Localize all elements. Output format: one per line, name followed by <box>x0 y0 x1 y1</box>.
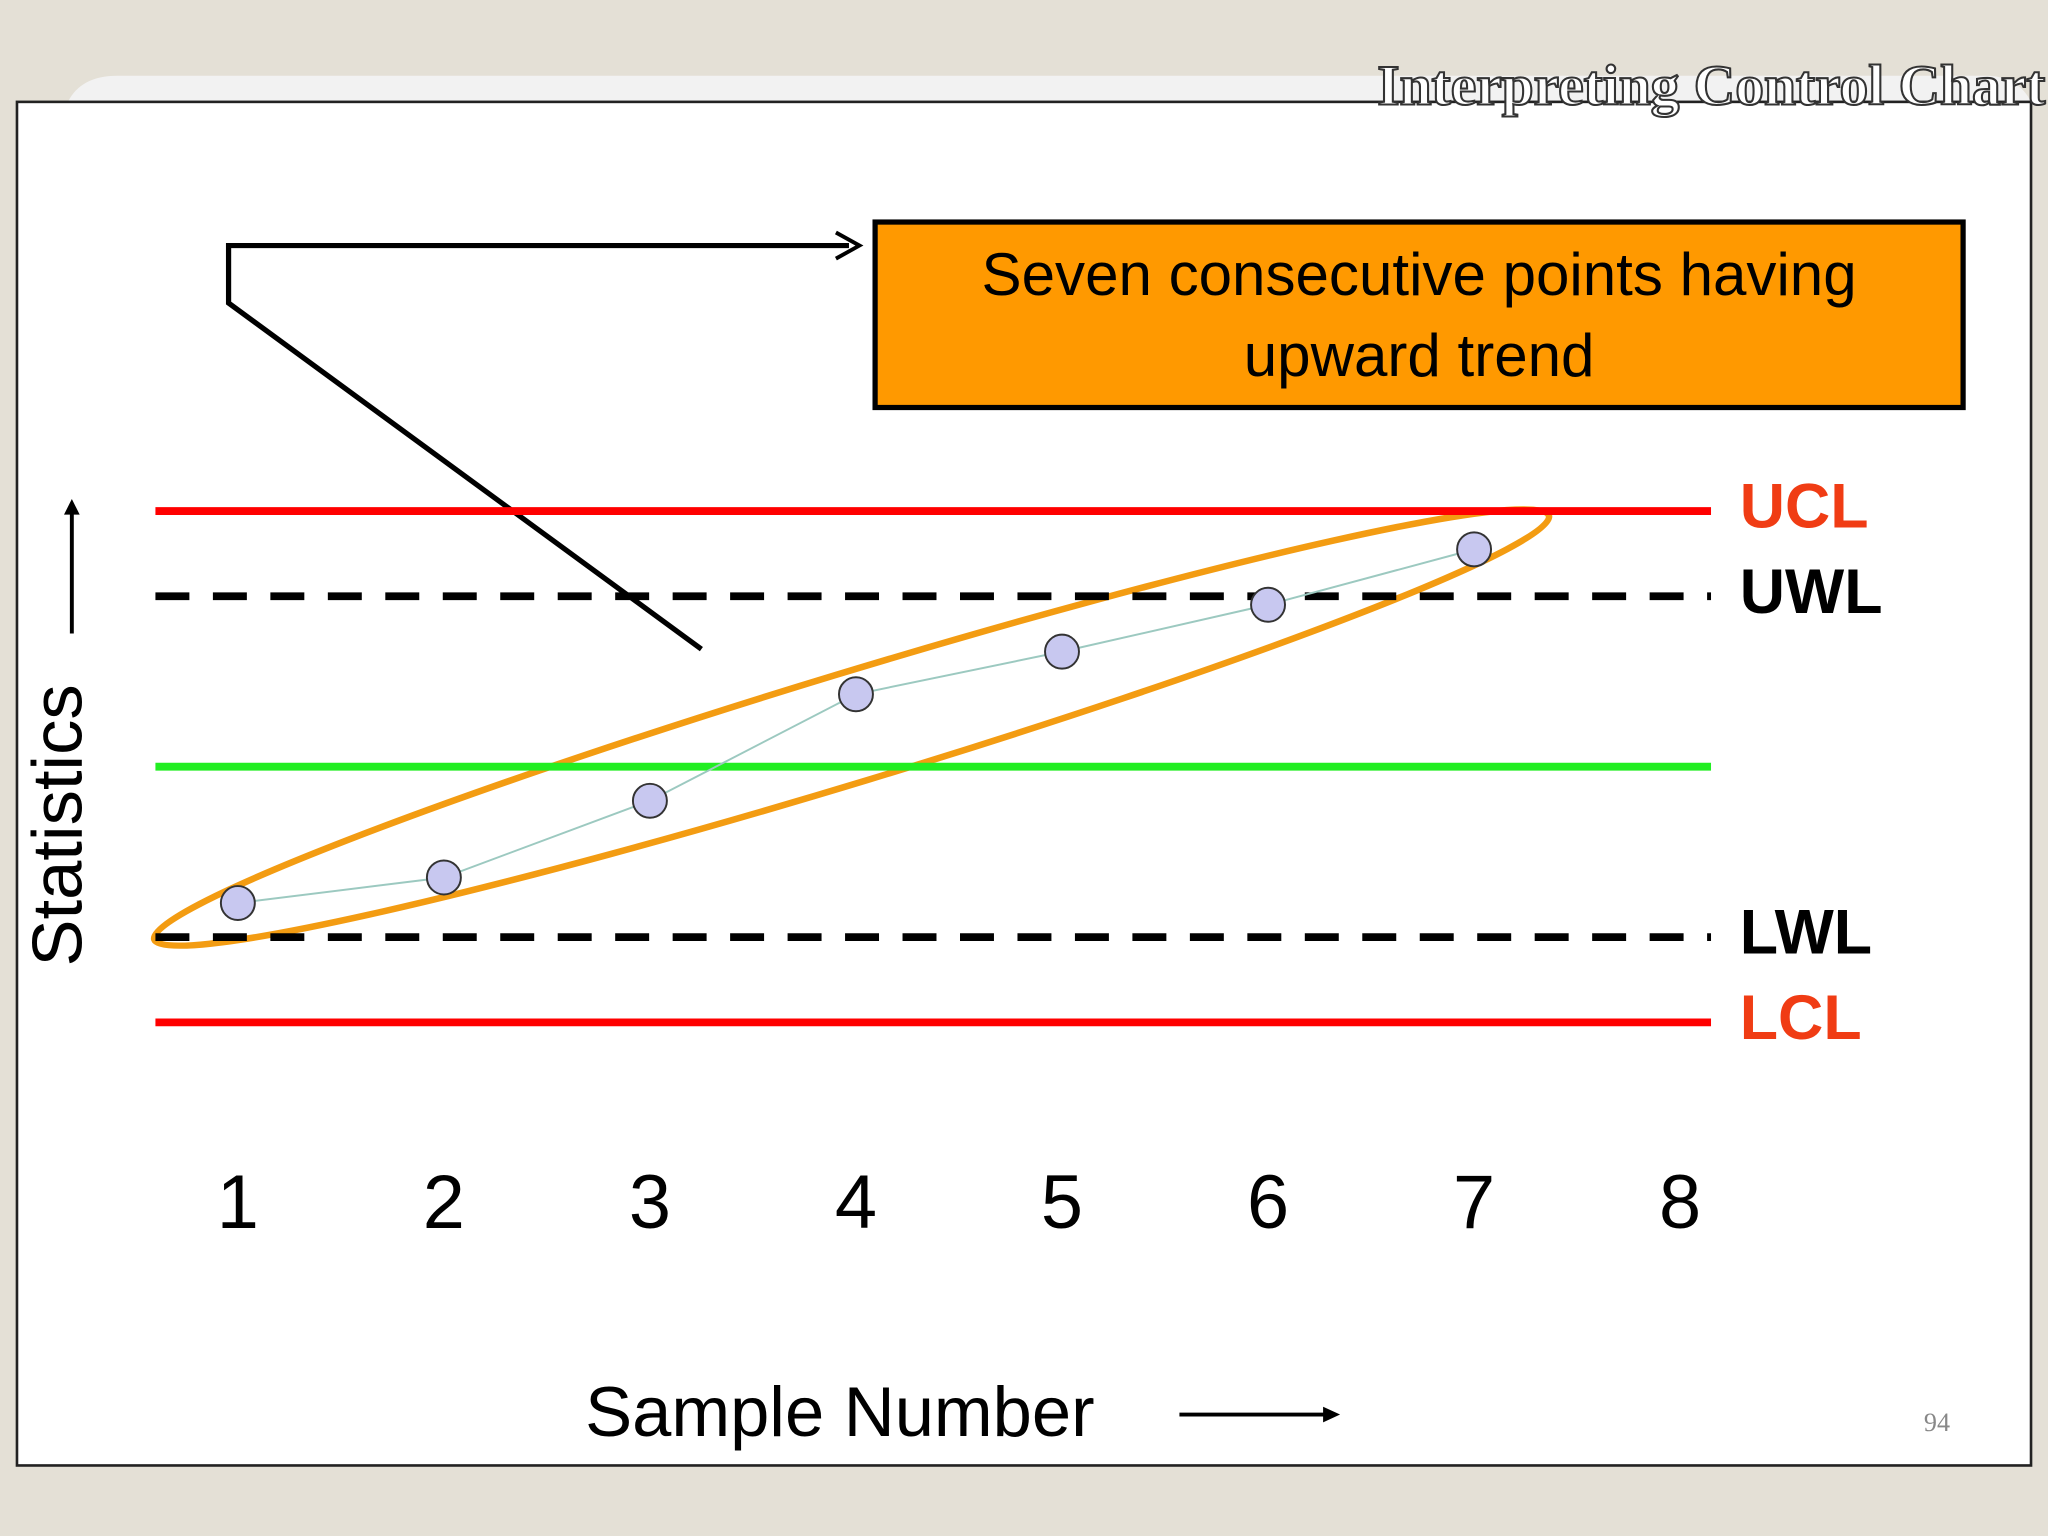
slide-shadow <box>67 75 2032 102</box>
annotation-box <box>872 219 1966 411</box>
data-point <box>1044 633 1080 670</box>
x-tick-label: 7 <box>1453 1160 1495 1245</box>
reference-label: LCL <box>1740 983 1862 1053</box>
x-tick-label: 3 <box>629 1160 671 1245</box>
callout-arrowhead <box>834 230 864 261</box>
page-number: 94 <box>1924 1408 1950 1437</box>
x-tick-label: 5 <box>1041 1160 1083 1245</box>
callout-line <box>225 242 849 652</box>
data-point <box>1250 586 1286 623</box>
x-tick-label: 2 <box>423 1160 465 1245</box>
x-tick-label: 8 <box>1659 1160 1701 1245</box>
reference-label: LWL <box>1740 898 1872 968</box>
x-axis-arrowhead <box>1323 1406 1341 1423</box>
trend-ellipse <box>150 505 1553 950</box>
slide-title: Interpreting Control Chart <box>1377 55 2045 118</box>
data-point <box>1456 531 1493 568</box>
data-point <box>219 885 256 922</box>
x-axis-label: Sample Number <box>585 1372 1094 1451</box>
data-point <box>631 782 668 819</box>
annotation-holder: Seven consecutive points having upward t… <box>981 240 1857 390</box>
x-tick-label: 6 <box>1247 1160 1289 1245</box>
data-point <box>425 859 462 896</box>
y-axis-arrowhead <box>64 498 80 515</box>
reference-label: UCL <box>1740 472 1869 542</box>
data-point <box>838 676 874 713</box>
x-tick-label: 1 <box>217 1160 259 1245</box>
x-tick-label: 4 <box>835 1160 877 1245</box>
annotation-text: Seven consecutive points having upward t… <box>981 240 1857 390</box>
y-axis-label: Statistics <box>17 684 96 966</box>
reference-label: UWL <box>1740 557 1883 627</box>
